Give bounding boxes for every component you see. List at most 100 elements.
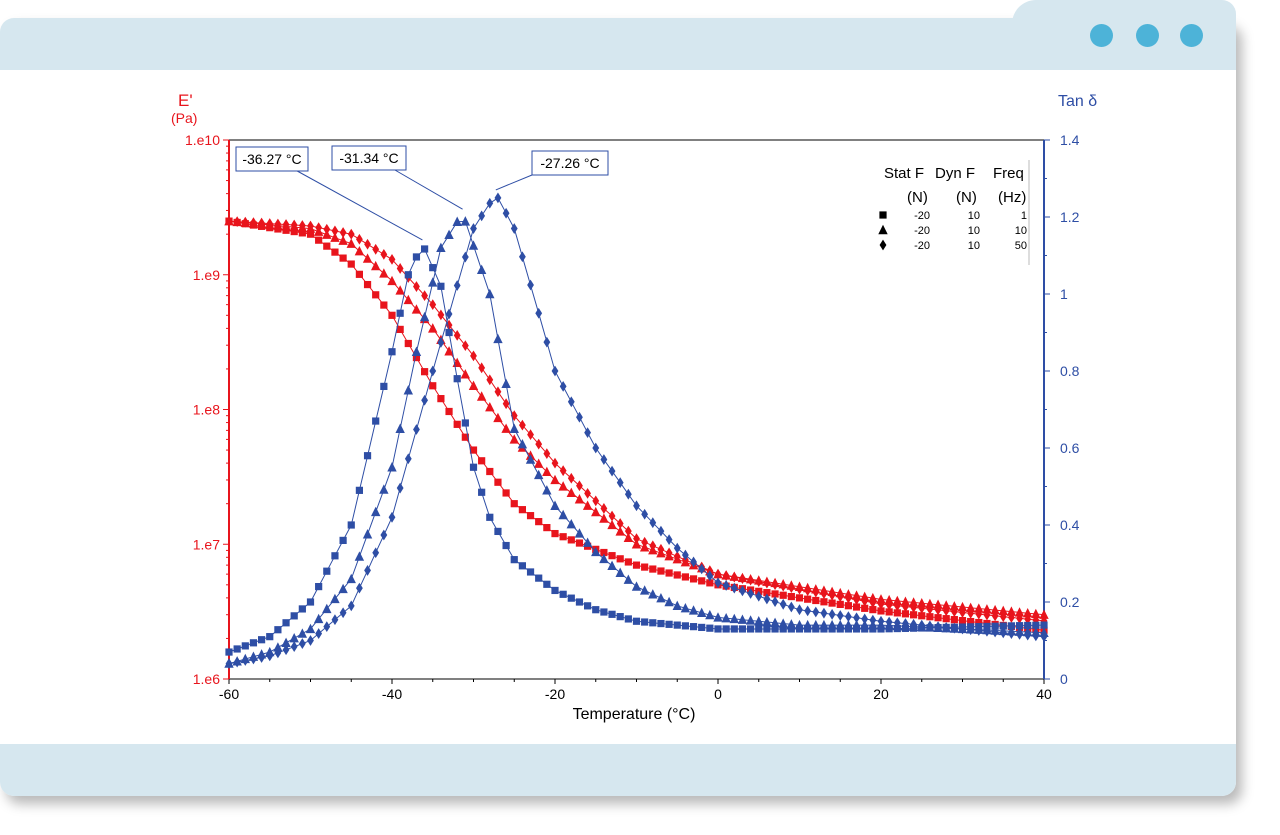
data-point bbox=[771, 579, 779, 591]
data-point bbox=[250, 653, 257, 665]
data-point bbox=[673, 621, 681, 629]
data-point bbox=[714, 577, 722, 589]
data-point bbox=[380, 529, 388, 541]
data-point bbox=[282, 644, 290, 656]
data-point bbox=[233, 645, 241, 653]
data-point bbox=[575, 598, 584, 606]
data-point bbox=[656, 592, 666, 603]
data-point bbox=[941, 600, 951, 610]
data-point bbox=[632, 617, 641, 625]
data-point bbox=[388, 253, 396, 265]
left-tick-label: 1.e10 bbox=[185, 132, 220, 148]
data-point bbox=[754, 616, 764, 626]
data-point bbox=[509, 423, 519, 433]
data-point bbox=[356, 582, 363, 594]
data-point bbox=[322, 603, 332, 614]
data-point bbox=[461, 340, 469, 352]
data-point bbox=[836, 610, 844, 621]
data-point bbox=[999, 611, 1007, 623]
data-point bbox=[959, 607, 966, 618]
data-point bbox=[747, 574, 754, 586]
left-axis-label: E' bbox=[178, 91, 193, 110]
data-point bbox=[411, 346, 422, 356]
data-point bbox=[763, 589, 771, 597]
data-point bbox=[633, 533, 640, 545]
data-point bbox=[804, 585, 812, 596]
data-point bbox=[476, 264, 487, 274]
data-point bbox=[795, 594, 804, 602]
data-point bbox=[975, 618, 983, 627]
data-point bbox=[649, 517, 657, 529]
data-point bbox=[713, 612, 723, 622]
data-point bbox=[665, 547, 673, 559]
data-point bbox=[845, 592, 852, 604]
data-point bbox=[534, 458, 544, 468]
data-point bbox=[802, 619, 813, 630]
annotation-label: -31.34 °C bbox=[339, 150, 398, 166]
peak-annotation: -31.34 °C bbox=[331, 145, 463, 210]
data-point bbox=[770, 617, 780, 627]
data-point bbox=[722, 625, 730, 633]
data-point bbox=[697, 607, 707, 617]
data-point bbox=[298, 220, 306, 231]
data-point bbox=[657, 619, 665, 628]
data-point bbox=[444, 346, 454, 356]
data-point bbox=[771, 596, 779, 608]
legend-row: -20 10 50 bbox=[879, 239, 1027, 252]
data-point bbox=[812, 606, 820, 618]
data-point bbox=[225, 658, 233, 669]
data-point bbox=[641, 508, 649, 520]
window-dot-1-icon[interactable] bbox=[1090, 24, 1113, 47]
data-point bbox=[510, 500, 518, 508]
data-point bbox=[437, 309, 445, 321]
data-point bbox=[388, 511, 396, 523]
data-point bbox=[706, 570, 714, 582]
data-point bbox=[844, 602, 852, 610]
data-point bbox=[820, 607, 828, 619]
data-point bbox=[559, 465, 567, 477]
data-point bbox=[362, 253, 373, 263]
window-dot-3-icon[interactable] bbox=[1180, 24, 1203, 47]
legend-freq-value: 10 bbox=[1015, 225, 1027, 237]
data-point bbox=[705, 609, 715, 620]
data-point bbox=[395, 423, 405, 433]
legend-unit-dyn: (N) bbox=[956, 189, 977, 206]
series-right-square bbox=[225, 245, 1048, 656]
data-point bbox=[468, 380, 479, 390]
data-point bbox=[721, 612, 731, 623]
data-point bbox=[486, 467, 494, 476]
data-point bbox=[755, 576, 763, 588]
data-point bbox=[665, 569, 673, 577]
data-point bbox=[771, 625, 779, 633]
data-point bbox=[453, 420, 461, 428]
data-point bbox=[624, 488, 632, 500]
data-point bbox=[298, 229, 306, 237]
data-point bbox=[453, 329, 461, 341]
data-point bbox=[680, 602, 691, 613]
data-point bbox=[478, 362, 486, 374]
data-point bbox=[363, 452, 372, 460]
data-point bbox=[591, 546, 601, 557]
data-point bbox=[933, 599, 943, 609]
data-point bbox=[982, 604, 992, 614]
data-point bbox=[624, 615, 632, 623]
data-point bbox=[599, 553, 609, 564]
series-line bbox=[228, 220, 1045, 631]
data-point bbox=[470, 350, 477, 362]
data-point bbox=[403, 385, 413, 395]
data-point bbox=[958, 616, 967, 625]
data-point bbox=[250, 217, 257, 228]
data-point bbox=[836, 600, 844, 609]
data-point bbox=[535, 438, 543, 450]
annotation-leader-line bbox=[296, 170, 423, 241]
data-point bbox=[567, 594, 575, 602]
data-point bbox=[584, 427, 591, 438]
window-dot-2-icon[interactable] bbox=[1136, 24, 1159, 47]
data-point bbox=[266, 218, 274, 229]
data-point bbox=[959, 623, 966, 635]
window-controls-panel bbox=[1012, 0, 1236, 70]
legend-marker-square-icon bbox=[879, 211, 887, 219]
data-point bbox=[380, 382, 388, 390]
data-point bbox=[592, 495, 600, 507]
data-point bbox=[949, 601, 960, 611]
